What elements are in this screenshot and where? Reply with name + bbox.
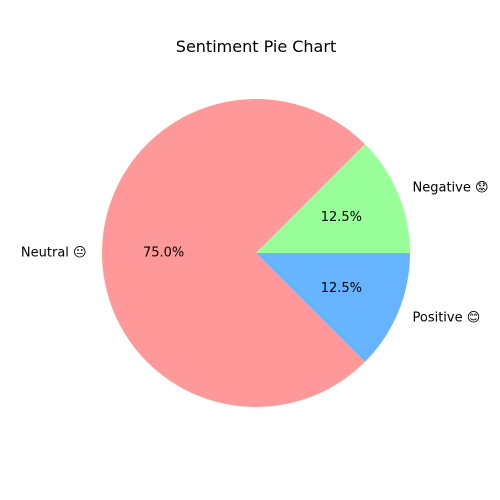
pie-category-label: Negative 😟 <box>413 181 489 196</box>
chart-title: Sentiment Pie Chart <box>176 37 336 56</box>
pie-slices <box>101 99 411 407</box>
pie-pct-label: 12.5% <box>321 281 362 296</box>
pie-pct-label: 75.0% <box>143 246 184 261</box>
pie-labels: 12.5% Negative 😟 75.0% Neutral 😐 12.5% Positi… <box>21 181 489 326</box>
pie-slice-0 <box>256 144 411 253</box>
pie-category-label: Neutral 😐 <box>21 246 87 261</box>
pie-category-label: Positive 😊 <box>413 310 481 325</box>
pie-slice-1 <box>101 99 365 407</box>
pie-slice-2 <box>256 253 411 362</box>
pie-pct-label: 12.5% <box>321 210 362 225</box>
